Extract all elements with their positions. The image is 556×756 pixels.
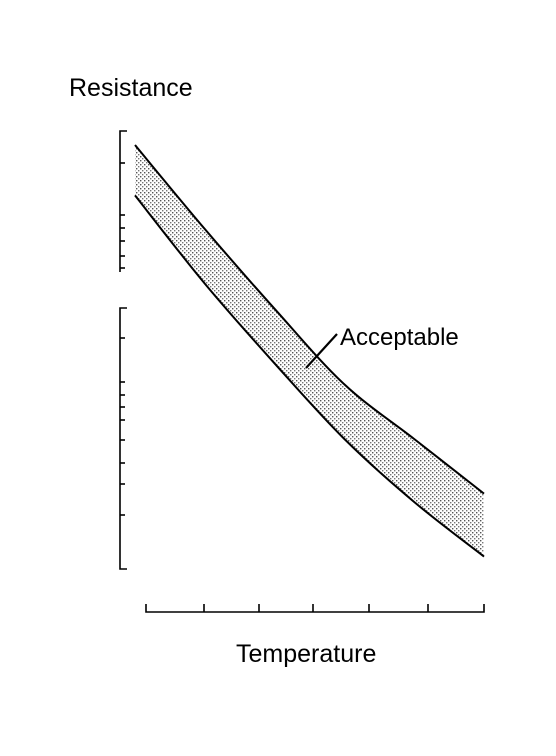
lower-limit-line: [134, 194, 485, 558]
x-axis-label: Temperature: [236, 640, 376, 668]
y-axis-upper-segment: [119, 130, 127, 272]
acceptable-band: [135, 145, 484, 557]
upper-limit-line: [134, 144, 485, 495]
x-axis-line: [145, 604, 485, 613]
band-annotation-label: Acceptable: [340, 324, 459, 351]
y-axis-label: Resistance: [69, 74, 193, 102]
y-axis: [119, 130, 127, 570]
y-axis-lower-segment: [119, 307, 127, 570]
x-axis: [145, 604, 485, 613]
annotation-leader-line: [305, 333, 338, 369]
